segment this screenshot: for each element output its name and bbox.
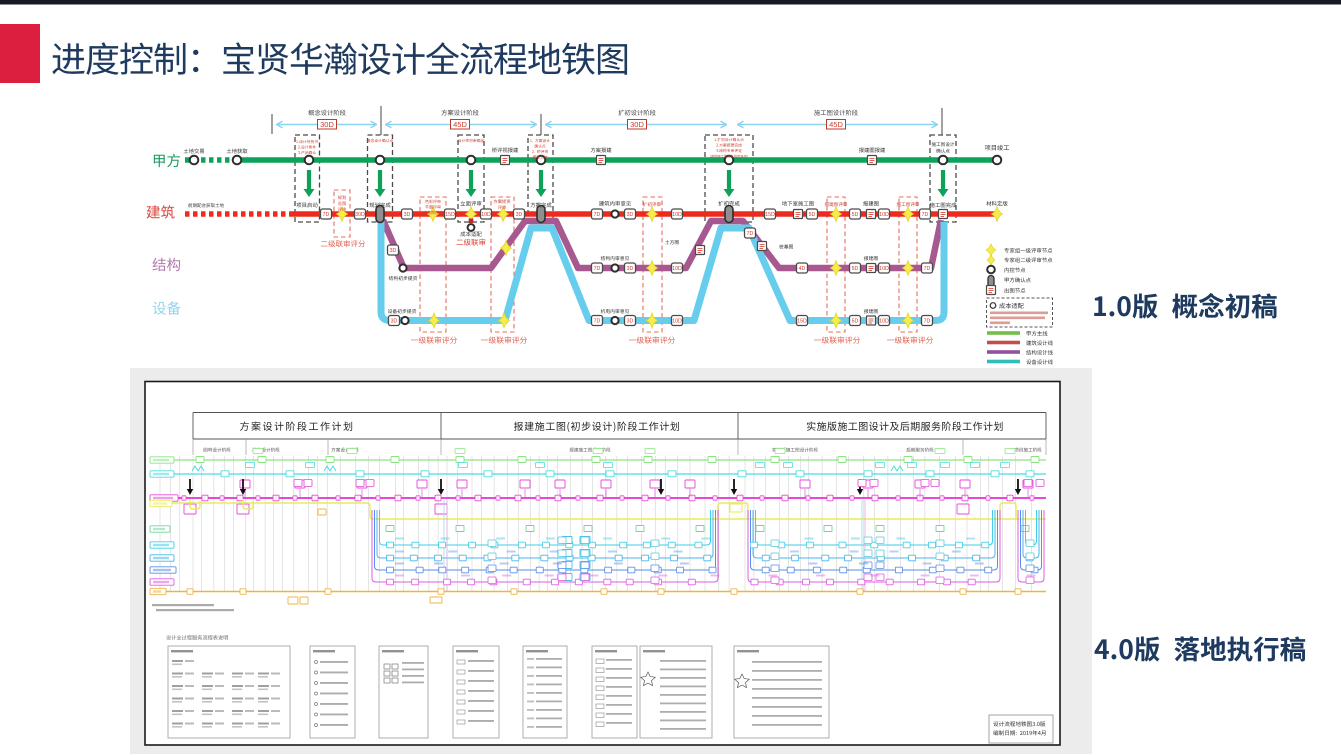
svg-text:3D: 3D xyxy=(391,319,398,325)
svg-text:7D: 7D xyxy=(594,319,601,325)
svg-text:30D: 30D xyxy=(355,212,365,218)
svg-text:3D: 3D xyxy=(404,212,411,218)
svg-text:10D: 10D xyxy=(879,319,889,325)
svg-text:45D: 45D xyxy=(829,120,843,129)
svg-text:7D: 7D xyxy=(924,319,931,325)
svg-text:5D: 5D xyxy=(852,266,859,272)
svg-text:3D: 3D xyxy=(627,212,634,218)
svg-text:7D: 7D xyxy=(594,266,601,272)
svg-text:3D: 3D xyxy=(390,248,397,254)
svg-text:5D: 5D xyxy=(809,212,816,218)
svg-text:3D: 3D xyxy=(516,212,523,218)
svg-text:10D: 10D xyxy=(672,319,682,325)
svg-text:3D: 3D xyxy=(627,266,634,272)
svg-text:10D: 10D xyxy=(672,266,682,272)
svg-text:7D: 7D xyxy=(323,212,330,218)
svg-text:5D: 5D xyxy=(852,212,859,218)
svg-text:7D: 7D xyxy=(594,212,601,218)
svg-text:10D: 10D xyxy=(481,212,491,218)
svg-text:15D: 15D xyxy=(765,212,775,218)
svg-text:30D: 30D xyxy=(320,120,334,129)
svg-text:5D: 5D xyxy=(852,319,859,325)
svg-text:10D: 10D xyxy=(672,212,682,218)
svg-text:7D: 7D xyxy=(922,212,929,218)
svg-text:4D: 4D xyxy=(799,266,806,272)
svg-text:30D: 30D xyxy=(630,120,644,129)
svg-text:10D: 10D xyxy=(879,266,889,272)
svg-text:10D: 10D xyxy=(879,212,889,218)
svg-text:3D: 3D xyxy=(627,319,634,325)
svg-text:15D: 15D xyxy=(445,212,455,218)
svg-text:15D: 15D xyxy=(797,319,807,325)
svg-text:45D: 45D xyxy=(453,120,467,129)
svg-text:7D: 7D xyxy=(747,231,754,237)
svg-text:7D: 7D xyxy=(924,266,931,272)
